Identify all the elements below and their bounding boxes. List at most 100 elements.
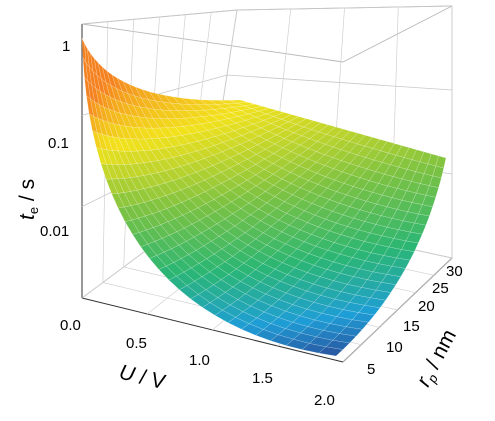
surface-patch — [252, 120, 272, 129]
surface-patch — [204, 187, 223, 200]
surface-patch — [299, 138, 318, 149]
surface-patch — [105, 178, 119, 195]
surface-patch — [160, 118, 176, 128]
surface-patch — [137, 127, 152, 140]
surface-patch — [316, 134, 335, 145]
surface-patch — [95, 87, 105, 108]
surface-patch — [272, 112, 293, 120]
x-tick-2.0: 2.0 — [314, 392, 335, 409]
surface-patch — [161, 109, 177, 119]
surface-patch — [319, 269, 341, 281]
surface-patch — [180, 97, 198, 105]
surface-patch — [124, 219, 140, 235]
surface-patch — [101, 148, 113, 165]
surface-patch — [377, 255, 398, 267]
surface-patch — [195, 245, 215, 260]
surface-patch — [386, 197, 403, 210]
y-tick-25: 25 — [432, 280, 449, 297]
surface-patch — [150, 148, 166, 161]
surface-patch — [237, 113, 257, 121]
surface-patch — [91, 83, 100, 106]
surface-patch — [139, 229, 156, 245]
surface-patch — [107, 121, 120, 139]
surface-patch — [296, 210, 316, 223]
box-edge — [81, 23, 344, 63]
y-axis-label: rp / nm — [412, 326, 463, 392]
surface-patch — [101, 133, 113, 151]
surface-patch — [275, 129, 295, 139]
surface-patch — [192, 116, 211, 125]
surface-patch — [340, 284, 362, 296]
surface-patch — [111, 193, 125, 209]
surface-patch — [113, 110, 126, 127]
y-tick-5: 5 — [367, 361, 375, 378]
surface-patch — [180, 142, 198, 154]
surface-patch — [407, 202, 423, 215]
surface-patch — [307, 319, 331, 331]
surface-patch — [301, 343, 327, 354]
y-tick-15: 15 — [403, 318, 420, 335]
z-tick-1: 1 — [62, 38, 70, 55]
surface-patch — [312, 276, 335, 289]
surface-patch — [132, 105, 147, 119]
surface-patch — [348, 294, 371, 306]
surface-patch — [201, 302, 223, 316]
surface-patch — [140, 243, 158, 259]
surface-patch — [290, 154, 309, 166]
surface-patch — [145, 117, 160, 129]
z-tick-0.1: 0.1 — [48, 135, 69, 152]
surface-patch — [108, 108, 120, 126]
z-tick-0.01: 0.01 — [40, 223, 69, 240]
surface-patch — [292, 332, 317, 344]
surface-patch — [122, 80, 135, 97]
x-tick-0.5: 0.5 — [126, 335, 147, 352]
surface-patch — [201, 115, 220, 123]
surface-patch — [255, 149, 275, 160]
surface-patch — [250, 251, 271, 264]
surface-patch — [395, 145, 410, 158]
surface-patch — [116, 77, 129, 94]
surface-patch — [255, 232, 275, 246]
surface-patch — [213, 194, 232, 208]
surface-patch — [197, 203, 216, 217]
y-tick-10: 10 — [386, 339, 403, 356]
surface-patch — [419, 173, 433, 186]
surface-patch — [375, 282, 397, 293]
surface-patch — [196, 191, 215, 204]
surface-patch — [243, 257, 264, 270]
surface-patch — [149, 255, 167, 270]
surface-patch — [137, 201, 153, 217]
surface-patch — [172, 155, 189, 167]
surface-patch — [134, 86, 149, 100]
surface-patch — [289, 248, 310, 261]
surface-patch — [173, 258, 192, 273]
surface-patch — [290, 165, 309, 177]
y-tick-20: 20 — [418, 298, 435, 315]
surface-patch — [141, 89, 156, 102]
surface-patch — [82, 57, 89, 82]
surface-patch — [124, 205, 139, 221]
surface-patch — [212, 183, 231, 196]
y-tick-30: 30 — [446, 263, 463, 280]
surface-patch — [81, 37, 87, 63]
z-axis-label: te / s — [16, 179, 41, 220]
surface-patch — [229, 174, 248, 186]
surface-patch — [220, 274, 241, 288]
surface-patch — [352, 177, 370, 190]
surface-patch — [346, 218, 366, 231]
surface-patch — [123, 191, 138, 206]
surface-patch — [100, 163, 113, 180]
surface-patch — [157, 170, 174, 184]
surface-patch — [340, 226, 360, 239]
surface-patch — [97, 62, 107, 83]
surface-patch — [120, 101, 133, 117]
surface-patch — [365, 192, 383, 205]
surface-patch — [283, 194, 303, 207]
surface-patch — [229, 99, 248, 104]
surface-patch — [328, 222, 348, 235]
surface-patch — [281, 161, 300, 173]
surface-patch — [255, 179, 275, 192]
surface-patch — [258, 202, 277, 215]
surface-patch — [107, 135, 119, 152]
